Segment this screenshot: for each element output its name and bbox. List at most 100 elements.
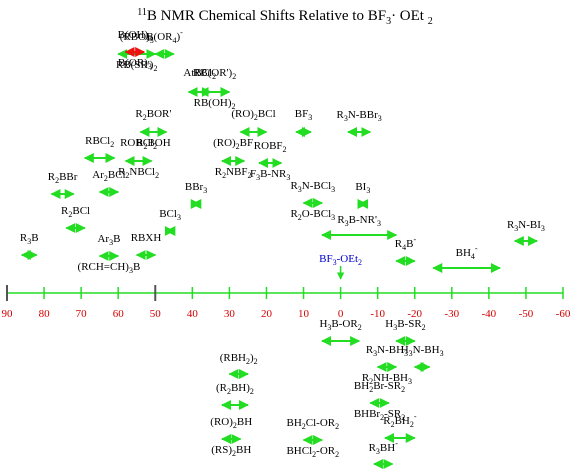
compound-label: (RCH=CH)3B (78, 261, 141, 275)
compound-label: B(OH)3 (118, 29, 153, 43)
reference-label: BF3-OEt2 (319, 253, 362, 267)
compound-label: R2O-BCl3 (290, 208, 335, 222)
compound-label: B(OR4)- (146, 28, 183, 45)
compound-label: (RS)2BH (211, 444, 251, 458)
shift-range-group: BCl3 (159, 208, 181, 236)
axis-tick-label: -10 (370, 308, 385, 320)
compound-label: R3B (20, 232, 39, 246)
compound-label: R2BH2- (383, 412, 417, 429)
compound-label: R3B-NR'3 (337, 214, 381, 228)
compound-label: H3N-BH3 (401, 344, 444, 358)
compound-label: AtBCl2 (183, 67, 216, 81)
compound-label: R2NH-BH3 (362, 372, 412, 386)
axis-tick-label: 30 (224, 308, 236, 320)
shift-range-group: BF3 (295, 108, 312, 137)
compound-label: (RO)2BH (210, 416, 252, 430)
compound-label: RB(OR')2 (193, 67, 236, 81)
shift-range-group: BI3 (355, 181, 370, 209)
reference-marker: BF3-OEt2 (319, 253, 362, 280)
compound-label: (RO)2BF (213, 137, 253, 151)
diagram-title: 11B NMR Chemical Shifts Relative to BF3·… (137, 7, 432, 27)
shift-range-group: R3B (20, 232, 39, 260)
compound-label: BH4- (456, 244, 478, 261)
compound-label: RBXH (131, 232, 162, 244)
shift-range-group: H3N-BH3 (401, 344, 444, 372)
shift-range-group: R2BH2- (383, 412, 417, 443)
shift-range-group: H3B-SR2 (385, 318, 426, 346)
compound-label: R4B- (395, 235, 417, 252)
compound-label: R2BOR' (135, 108, 171, 122)
compound-label: B(OR)3 (118, 57, 152, 71)
compound-label: BH2Br-SR2 (354, 380, 405, 394)
compound-label: BBr3 (185, 181, 207, 195)
compound-label: R2NBF2 (215, 166, 252, 180)
shift-range-group: (RO)2BH (RS)2BH (210, 416, 252, 458)
shift-range-group: BH2Cl-OR2 BHCl2-OR2 (286, 417, 339, 459)
axis-tick-label: -20 (407, 308, 422, 320)
compound-label: R3N-BBr3 (336, 109, 381, 123)
axis-tick-label: -50 (519, 308, 534, 320)
compound-label: R2BCl (61, 205, 90, 219)
shift-range-group: RBXH (131, 232, 162, 260)
compound-label: RB(OH)2 (194, 97, 236, 111)
compound-label: Ar3B (97, 233, 120, 247)
compound-label: BI3 (355, 181, 370, 195)
shift-range-group: R3B-NR'3 (321, 214, 398, 240)
compound-label: (RBO)3 (120, 31, 154, 45)
axis-tick-label: 80 (39, 308, 51, 320)
shift-range-group: BH2Br-SR2 BHBr2-SR2 (354, 380, 405, 422)
compound-label: (RO)2BCl (231, 108, 275, 122)
shift-range-group: BH4- (432, 244, 501, 273)
axis-tick-label: 40 (187, 308, 199, 320)
compound-label: ROBF2 (254, 140, 287, 154)
axis-tick-label: -30 (444, 308, 459, 320)
compound-label: BF3 (295, 108, 312, 122)
shift-range-group: H3B-OR2 (319, 318, 362, 346)
shift-range-group: Ar3B (RCH=CH)3B (78, 233, 141, 275)
compound-label: BHCl2-OR2 (286, 445, 339, 459)
shift-range-group: B(OH)3 B(OR)3 (118, 29, 153, 71)
shift-range-group: ROBF2 F3B-NR3 (250, 140, 290, 182)
shift-range-group: R2BOR' R2BOH (135, 108, 171, 151)
shift-range-group: R2BBr (48, 171, 78, 199)
axis-tick-label: 90 (2, 308, 14, 320)
compound-label: RB(SR')2 (116, 59, 157, 73)
axis-tick-label: 20 (261, 308, 273, 320)
compound-label: R2BOH (136, 137, 171, 151)
shift-range-group: R2BCl (61, 205, 90, 233)
shift-range-group: R3N-BCl3 R2O-BCl3 (290, 180, 335, 222)
compound-label: H3B-OR2 (319, 318, 361, 332)
compound-label: R3N-BCl3 (290, 180, 335, 194)
shift-range-group: B(OR4)- (146, 28, 183, 59)
shift-range-group: (RBH2)2 (220, 352, 258, 379)
axis-tick-label: 10 (298, 308, 310, 320)
compound-label: R3BH- (369, 439, 399, 456)
shift-range-group: ROBCl2 R2NBCl2 (118, 137, 159, 180)
shift-range-group: RBCl2 (83, 135, 116, 163)
compound-label: Ar2BCl (92, 169, 125, 183)
axis-tick-label: 60 (113, 308, 125, 320)
shift-ranges: (RBO)3RB(SR')2B(OH)3B(OR)3B(OR4)-AtBCl2R… (20, 28, 545, 469)
shift-range-group: (RBO)3 RB(SR')2 (116, 31, 157, 73)
compound-label: R3N-BH3 (366, 344, 408, 358)
compound-label: BCl3 (159, 208, 181, 222)
compound-label: H3B-SR2 (385, 318, 425, 332)
shift-axis: 90 80 70 60 50 40 30 20 10 0 -10 -20 -30 -40 -50 -60 (2, 285, 570, 320)
shift-range-group: R3N-BBr3 (336, 109, 382, 137)
compound-label: F3B-NR3 (250, 168, 290, 182)
compound-label: (RBH2)2 (220, 352, 258, 366)
shift-range-group: (RO)2BF R2NBF2 (213, 137, 253, 180)
axis-tick-label: -40 (482, 308, 497, 320)
shift-range-group: R3BH- (369, 439, 399, 469)
shift-range-group: (R2BH)2 (216, 382, 254, 410)
compound-label: R2BBr (48, 171, 78, 185)
shift-range-group: R3N-BH3 R2NH-BH3 (362, 344, 412, 386)
shift-range-group: (RO)2BCl (231, 108, 276, 137)
shift-range-group: BBr3 (185, 181, 207, 209)
axis-tick-label: 0 (338, 308, 344, 320)
shift-range-group: R4B- (395, 235, 417, 266)
axis-tick-label: 70 (76, 308, 88, 320)
compound-label: (R2BH)2 (216, 382, 254, 396)
shift-range-group: RB(OR')2 RB(OH)2 (193, 67, 236, 111)
